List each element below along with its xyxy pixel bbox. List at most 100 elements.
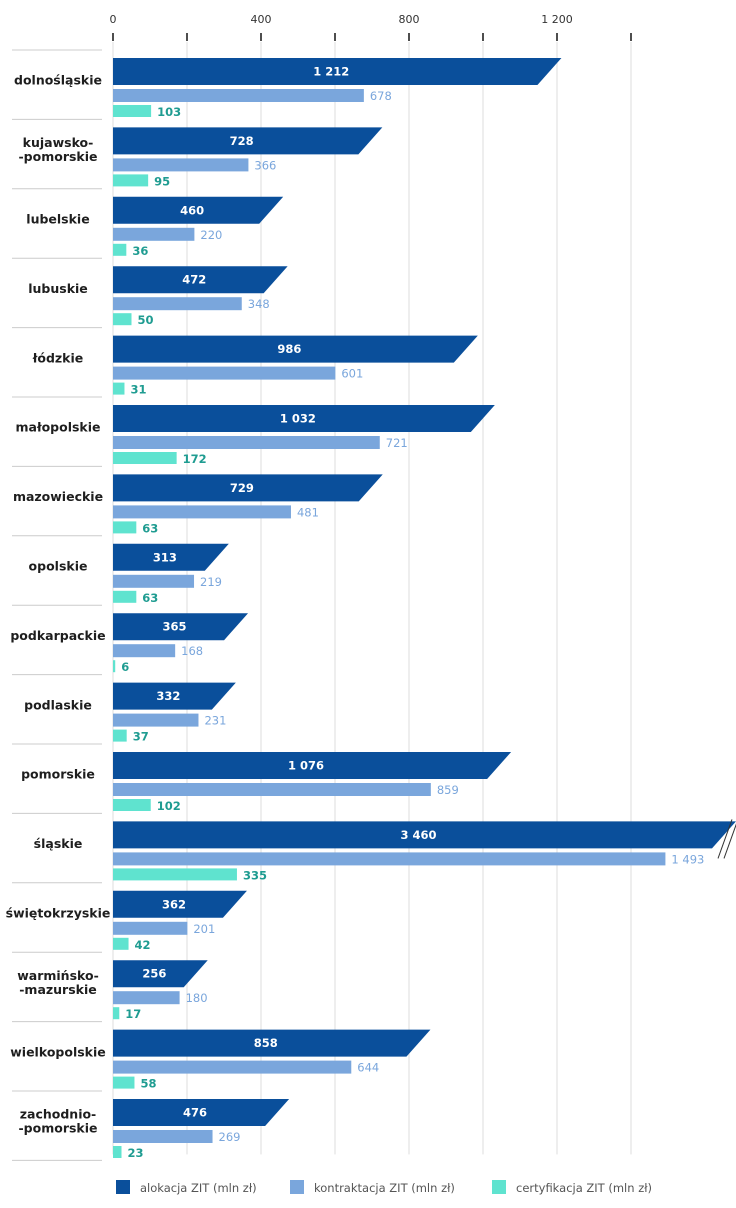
legend-item: alokacja ZIT (mln zł) xyxy=(116,1180,257,1195)
x-tick-label: 1 200 xyxy=(541,13,573,26)
bar-contracting xyxy=(113,991,180,1005)
category-label-line: lubuskie xyxy=(28,281,88,296)
bar-certification xyxy=(113,590,137,603)
category-label-line: podlaskie xyxy=(24,697,92,712)
legend-swatch xyxy=(492,1180,506,1194)
row-group: 1 032 721 172 xyxy=(113,405,495,466)
bar-certification xyxy=(113,452,177,464)
legend-label: kontraktacja ZIT (mln zł) xyxy=(314,1181,455,1195)
bar-contracting xyxy=(113,505,291,519)
data-label-contracting: 366 xyxy=(254,158,276,172)
data-label-allocation: 472 xyxy=(182,273,206,287)
legend-swatch xyxy=(116,1180,130,1194)
data-label-allocation: 728 xyxy=(230,134,254,148)
bar-contracting xyxy=(113,366,336,380)
category-label-line: śląskie xyxy=(34,836,83,851)
bar-certification xyxy=(113,937,129,950)
bar-contracting xyxy=(113,852,666,866)
bar-certification xyxy=(113,1076,135,1089)
row-group: 3 460 1 493 335 xyxy=(113,819,736,882)
bar-allocation xyxy=(113,266,288,294)
data-label-certification: 102 xyxy=(157,799,181,813)
category-label: małopolskie xyxy=(15,420,100,435)
category-label-line: małopolskie xyxy=(15,420,100,435)
bar-allocation xyxy=(113,58,562,85)
category-label-line: zachodnio- xyxy=(20,1107,97,1122)
x-tick-label: 800 xyxy=(399,13,420,26)
category-label: opolskie xyxy=(29,559,88,574)
data-label-certification: 95 xyxy=(154,174,170,188)
bar-contracting xyxy=(113,644,176,658)
row-group: 365 168 6 xyxy=(113,613,249,674)
category-label-line: -mazurskie xyxy=(19,982,97,997)
bar-allocation xyxy=(113,405,495,432)
data-label-certification: 63 xyxy=(142,591,158,605)
bar-allocation xyxy=(113,821,736,849)
row-group: 476 269 23 xyxy=(113,1099,290,1160)
category-label: wielkopolskie xyxy=(10,1044,106,1059)
row-group: 313 219 63 xyxy=(113,543,229,605)
bar-certification xyxy=(113,521,137,534)
category-label: łódzkie xyxy=(32,350,84,365)
bar-certification xyxy=(113,799,151,811)
category-label: kujawsko--pomorskie xyxy=(18,135,97,164)
row-group: 256 180 17 xyxy=(113,960,208,1021)
data-label-contracting: 231 xyxy=(204,714,226,728)
bar-contracting xyxy=(113,89,364,102)
category-label: pomorskie xyxy=(21,767,95,782)
data-label-contracting: 644 xyxy=(357,1061,379,1075)
category-label-line: lubelskie xyxy=(26,212,89,227)
data-label-allocation: 858 xyxy=(254,1036,278,1050)
x-axis: 0 400 800 1 200 xyxy=(110,13,632,41)
bar-allocation xyxy=(113,682,236,710)
data-label-certification: 36 xyxy=(132,244,148,258)
data-label-certification: 335 xyxy=(243,868,267,882)
bar-certification xyxy=(113,382,125,395)
row-group: 362 201 42 xyxy=(113,890,247,952)
bar-allocation xyxy=(113,543,229,571)
bar-contracting xyxy=(113,574,195,588)
data-label-certification: 37 xyxy=(133,730,149,744)
category-label-line: -pomorskie xyxy=(18,149,97,164)
bar-allocation xyxy=(113,613,249,641)
category-label: świętokrzyskie xyxy=(6,906,111,921)
category-label: dolnośląskie xyxy=(14,73,102,88)
data-label-allocation: 362 xyxy=(162,897,186,911)
data-label-allocation: 313 xyxy=(153,550,177,564)
bar-contracting xyxy=(113,158,249,172)
data-label-certification: 31 xyxy=(130,383,146,397)
data-label-contracting: 859 xyxy=(437,783,459,797)
data-label-certification: 103 xyxy=(157,105,181,119)
legend-swatch xyxy=(290,1180,304,1194)
data-label-allocation: 1 212 xyxy=(313,65,349,79)
category-label-line: mazowieckie xyxy=(13,489,103,504)
bar-certification xyxy=(113,1007,120,1020)
grid-layer xyxy=(12,42,632,1161)
data-label-contracting: 348 xyxy=(248,297,270,311)
bar-contracting xyxy=(113,297,242,311)
data-label-contracting: 601 xyxy=(341,367,363,381)
category-label-line: pomorskie xyxy=(21,767,95,782)
category-label-line: łódzkie xyxy=(32,350,84,365)
category-label: śląskie xyxy=(34,836,83,851)
bar-contracting xyxy=(113,436,380,449)
bar-certification xyxy=(113,243,127,256)
bar-allocation xyxy=(113,890,247,918)
bar-allocation xyxy=(113,752,512,779)
legend: alokacja ZIT (mln zł) kontraktacja ZIT (m… xyxy=(116,1180,652,1195)
bar-allocation xyxy=(113,196,284,224)
x-tick-label: 0 xyxy=(110,13,117,26)
data-label-contracting: 269 xyxy=(219,1130,241,1144)
bar-certification xyxy=(113,729,127,742)
data-label-allocation: 1 032 xyxy=(280,412,316,426)
data-label-certification: 50 xyxy=(138,313,154,327)
data-label-certification: 63 xyxy=(142,521,158,535)
row-group: 460 220 36 xyxy=(113,196,284,258)
row-group: 332 231 37 xyxy=(113,682,236,744)
bar-contracting xyxy=(113,1060,352,1074)
data-label-certification: 23 xyxy=(128,1146,144,1160)
bar-contracting xyxy=(113,783,431,796)
data-label-contracting: 201 xyxy=(193,922,215,936)
